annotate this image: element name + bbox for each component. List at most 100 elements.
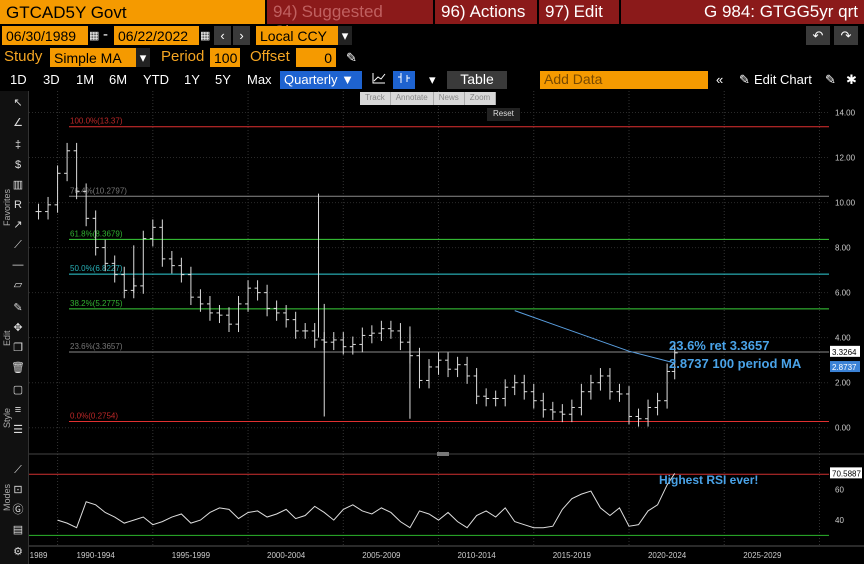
edit-chart-button[interactable]: Edit Chart bbox=[754, 72, 812, 87]
panel-resize-handle[interactable] bbox=[437, 452, 449, 456]
price-chart[interactable]: 100.0%(13.37) 76.4%(10.2797) 61.8%(8.3679)… bbox=[29, 91, 864, 564]
x-tick-label: 2005-2009 bbox=[362, 551, 401, 560]
fib-level-label: 76.4%(10.2797) bbox=[70, 186, 127, 195]
study-bar: Study Simple MA ▾ Period 100 Offset 0 ✎ bbox=[0, 47, 864, 69]
bar-chart-icon[interactable] bbox=[393, 71, 415, 89]
fib-ext-icon[interactable]: $ bbox=[14, 159, 22, 171]
price-tick-label: 2.00 bbox=[835, 379, 851, 388]
price-tick-label: 4.00 bbox=[835, 334, 851, 343]
period-field[interactable]: 100 bbox=[210, 48, 240, 67]
ticker-field[interactable]: GTCAD5Y Govt bbox=[0, 0, 265, 24]
band-icon[interactable]: ▱ bbox=[13, 279, 23, 291]
zoom-button[interactable]: Zoom bbox=[465, 92, 497, 105]
reset-button[interactable]: Reset bbox=[487, 108, 520, 121]
actions-menu[interactable]: 96) Actions bbox=[435, 0, 537, 24]
magnet-icon[interactable]: Ⓖ bbox=[12, 504, 24, 516]
x-tick-label: 2025-2029 bbox=[743, 551, 782, 560]
currency-field[interactable]: Local CCY bbox=[256, 26, 338, 45]
line-tool-icon[interactable]: ∠ bbox=[13, 117, 23, 129]
regression-icon[interactable]: R bbox=[14, 199, 22, 211]
date-separator: - bbox=[103, 26, 108, 43]
date-bar: 06/30/1989 ▦ - 06/22/2022 ▦ ‹ › Local CC… bbox=[0, 25, 864, 47]
suggested-charts-menu[interactable]: 94)Suggested Charts bbox=[267, 0, 433, 41]
range-toolbar: 1D 3D 1M 6M YTD 1Y 5Y Max Quarterly ▼ ▾ … bbox=[0, 69, 864, 91]
trash-icon[interactable]: 🗑 bbox=[11, 362, 25, 374]
crosshair-mode-icon[interactable]: ⟋ bbox=[14, 464, 22, 476]
offset-field[interactable]: 0 bbox=[296, 48, 336, 67]
fib-level-label: 61.8%(8.3679) bbox=[70, 229, 123, 238]
undo-icon[interactable]: ↶ bbox=[806, 26, 830, 45]
add-data-input[interactable]: Add Data bbox=[540, 71, 708, 89]
range-1m[interactable]: 1M bbox=[76, 72, 95, 87]
track-button[interactable]: Track bbox=[360, 92, 391, 105]
chevron-down-icon[interactable]: ▾ bbox=[429, 72, 436, 87]
pencil-icon[interactable]: ✎ bbox=[346, 50, 357, 65]
range-3d[interactable]: 3D bbox=[43, 72, 60, 87]
pen-icon[interactable]: ✎ bbox=[13, 302, 23, 314]
modes-side-label: Modes bbox=[2, 483, 12, 511]
snap-mode-icon[interactable]: ⊡ bbox=[13, 484, 23, 496]
chart-id: G 984: GTGG5yr qrt bbox=[621, 0, 864, 24]
fibonacci-icon[interactable]: ‡ bbox=[14, 139, 22, 151]
chevron-down-icon[interactable]: ▾ bbox=[338, 26, 352, 45]
annotate-button[interactable]: Annotate bbox=[391, 92, 434, 105]
redo-icon[interactable]: ↷ bbox=[834, 26, 858, 45]
chevron-down-icon[interactable]: ▾ bbox=[136, 48, 150, 67]
range-1y[interactable]: 1Y bbox=[184, 72, 200, 87]
rsi-last-value: 70.5887 bbox=[832, 469, 861, 478]
fib-annotation: 23.6% ret 3.3657 bbox=[669, 338, 769, 353]
calendar-icon[interactable]: ▦ bbox=[89, 30, 100, 42]
x-tick-label: 1995-1999 bbox=[172, 551, 211, 560]
drawing-tools: ↖ ∠ ‡ $ ▥ R ↗ ⟋ — ▱ ✎ ✥ ❐ 🗑 ▢ ≡ ☰ ⟋ ⊡ Ⓖ … bbox=[0, 91, 29, 564]
copy-icon[interactable]: ❐ bbox=[13, 342, 23, 354]
price-tick-label: 14.00 bbox=[835, 109, 856, 118]
gear-icon[interactable]: ⚙ bbox=[13, 546, 23, 558]
end-date-field[interactable]: 06/22/2022 bbox=[114, 26, 199, 45]
rsi-last-tag bbox=[830, 467, 862, 479]
ma-annotation: 2.8737 100 period MA bbox=[669, 356, 802, 371]
range-ytd[interactable]: YTD bbox=[143, 72, 169, 87]
range-6m[interactable]: 6M bbox=[109, 72, 128, 87]
period-label: Period bbox=[161, 48, 205, 65]
edit-side-label: Edit bbox=[2, 330, 12, 346]
arrow-tool-icon[interactable]: ↗ bbox=[13, 219, 23, 231]
x-tick-label: 2015-2019 bbox=[553, 551, 592, 560]
horizontal-line-icon[interactable]: — bbox=[12, 259, 24, 271]
next-arrow-icon[interactable]: › bbox=[233, 26, 250, 45]
news-button[interactable]: News bbox=[434, 92, 465, 105]
frequency-select[interactable]: Quarterly ▼ bbox=[280, 71, 362, 89]
study-label: Study bbox=[4, 48, 43, 65]
moving-average-line bbox=[514, 310, 675, 364]
price-tick-label: 8.00 bbox=[835, 244, 851, 253]
prev-arrow-icon[interactable]: ‹ bbox=[214, 26, 231, 45]
channel-icon[interactable]: ▥ bbox=[12, 179, 24, 191]
rsi-tick-label: 60 bbox=[835, 486, 844, 495]
settings-icon[interactable]: ✱ bbox=[846, 72, 857, 87]
study-select[interactable]: Simple MA bbox=[50, 48, 136, 67]
line-style-icon[interactable]: ☰ bbox=[13, 424, 23, 436]
range-1d[interactable]: 1D bbox=[10, 72, 27, 87]
cursor-icon[interactable]: ↖ bbox=[13, 97, 23, 109]
trend-icon[interactable]: ⟋ bbox=[14, 239, 22, 251]
calendar-icon[interactable]: ▦ bbox=[200, 30, 211, 42]
collapse-icon[interactable]: « bbox=[716, 72, 724, 87]
line-chart-icon[interactable] bbox=[368, 71, 390, 89]
style-color-icon[interactable]: ▢ bbox=[12, 384, 24, 396]
edit-icon[interactable]: ✎ bbox=[825, 72, 836, 87]
line-weight-icon[interactable]: ≡ bbox=[14, 404, 22, 416]
layers-icon[interactable]: ▤ bbox=[12, 524, 24, 536]
range-max[interactable]: Max bbox=[247, 72, 272, 87]
start-date-field[interactable]: 06/30/1989 bbox=[2, 26, 88, 45]
x-tick-label: 1990-1994 bbox=[77, 551, 116, 560]
wrench-icon[interactable]: ✎ bbox=[739, 72, 750, 87]
move-icon[interactable]: ✥ bbox=[13, 322, 23, 334]
chart-subtoolbar: Track Annotate News Zoom bbox=[360, 92, 497, 105]
price-tick-label: 6.00 bbox=[835, 289, 851, 298]
range-5y[interactable]: 5Y bbox=[215, 72, 231, 87]
ma-value: 2.8737 bbox=[832, 363, 857, 372]
table-button[interactable]: Table bbox=[447, 71, 507, 89]
rsi-line bbox=[57, 473, 676, 529]
edit-menu[interactable]: 97) Edit bbox=[539, 0, 619, 24]
favorites-label: Favorites bbox=[2, 188, 12, 226]
price-tick-label: 0.00 bbox=[835, 424, 851, 433]
